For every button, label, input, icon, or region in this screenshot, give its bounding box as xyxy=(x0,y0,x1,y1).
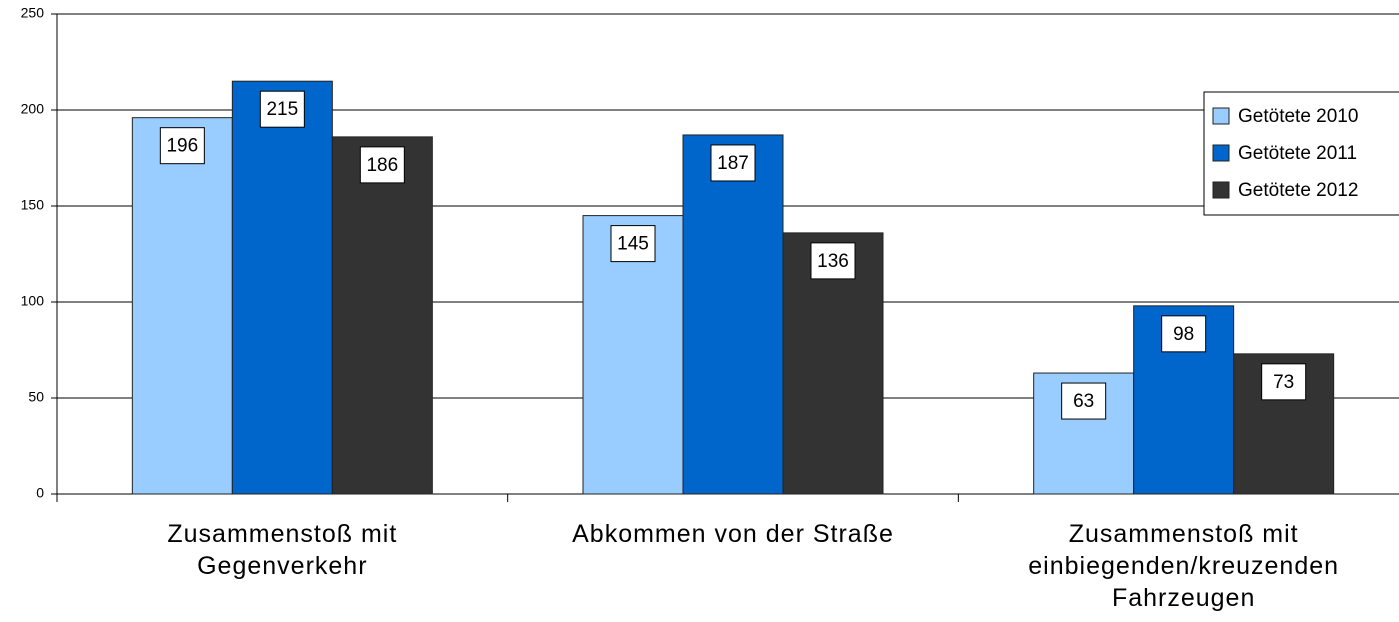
legend-swatch xyxy=(1212,144,1230,162)
value-label-box xyxy=(159,127,205,165)
value-label-box xyxy=(610,225,656,263)
y-tick-label: 100 xyxy=(21,293,45,309)
value-label: 136 xyxy=(817,251,849,272)
value-label-box xyxy=(1161,315,1207,353)
value-label: 187 xyxy=(717,153,749,174)
value-label: 63 xyxy=(1073,391,1094,412)
value-label-box xyxy=(710,144,756,182)
y-tick-label: 0 xyxy=(36,485,44,501)
value-label: 98 xyxy=(1173,324,1194,345)
value-label: 73 xyxy=(1273,372,1294,393)
value-label-box xyxy=(1061,382,1107,420)
legend-label: Getötete 2011 xyxy=(1238,143,1357,164)
bar xyxy=(131,117,233,495)
x-tick-label: Zusammenstoß mit Gegenverkehr xyxy=(167,520,398,580)
x-tick-label: Zusammenstoß mit einbiegenden/kreuzenden… xyxy=(1028,520,1340,612)
x-tick-label: Abkommen von der Straße xyxy=(572,520,894,548)
bar xyxy=(682,134,784,495)
y-tick-label: 150 xyxy=(21,197,45,213)
legend-box xyxy=(1203,91,1399,216)
y-tick-label: 50 xyxy=(28,389,44,405)
value-label-box xyxy=(359,146,405,184)
bar xyxy=(331,136,433,495)
legend-swatch xyxy=(1212,107,1230,125)
value-label: 145 xyxy=(617,234,649,255)
value-label: 215 xyxy=(266,99,298,120)
legend-label: Getötete 2010 xyxy=(1238,106,1358,127)
legend-label: Getötete 2012 xyxy=(1238,180,1358,201)
value-label-box xyxy=(810,242,856,280)
value-label-box xyxy=(259,90,305,128)
value-label: 186 xyxy=(366,155,398,176)
value-label: 196 xyxy=(166,136,198,157)
y-tick-label: 250 xyxy=(21,5,45,21)
legend-swatch xyxy=(1212,181,1230,199)
bar xyxy=(231,80,333,495)
value-label-box xyxy=(1261,363,1307,401)
y-tick-label: 200 xyxy=(21,101,45,117)
